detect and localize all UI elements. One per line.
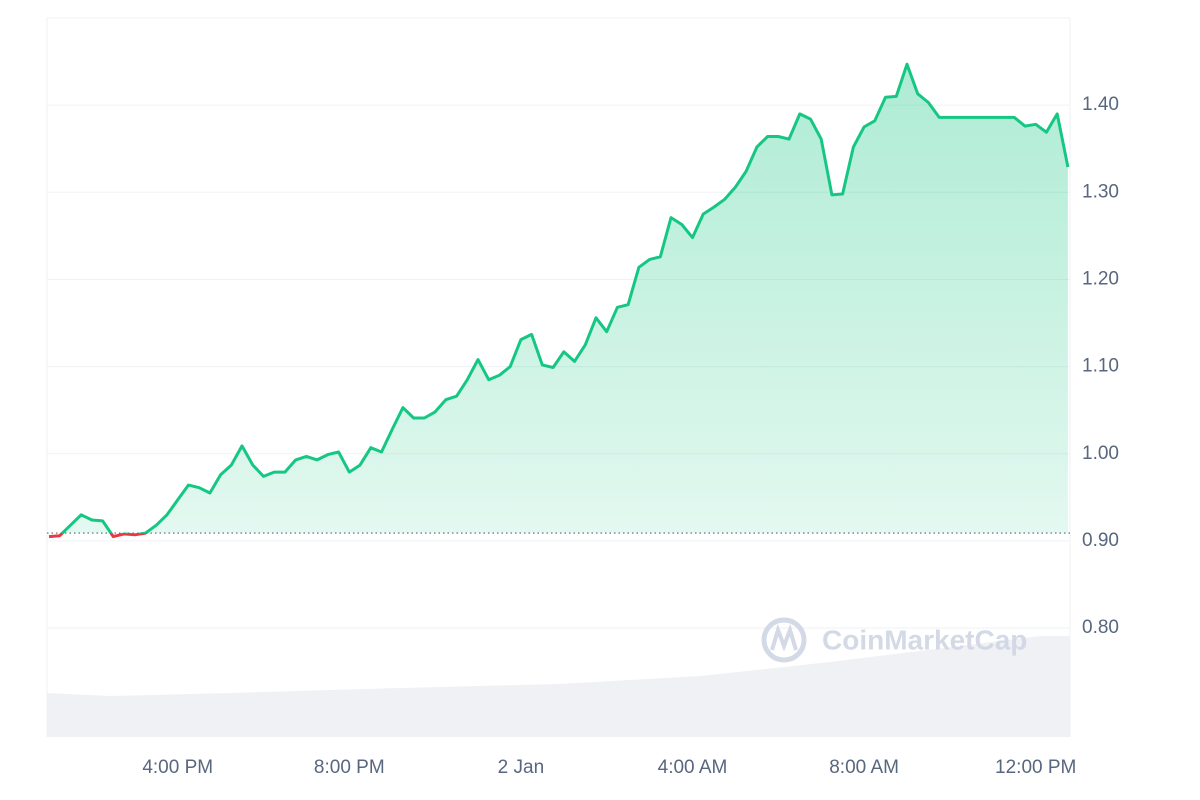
watermark-text: CoinMarketCap [822,624,1027,655]
watermark-logo [770,623,798,652]
y-tick-label: 1.30 [1082,181,1119,202]
x-tick-label: 12:00 PM [995,757,1076,778]
y-tick-label: 0.90 [1082,530,1119,551]
y-tick-label: 1.20 [1082,268,1119,289]
y-tick-label: 1.00 [1082,443,1119,464]
y-tick-label: 1.40 [1082,94,1119,115]
y-tick-label: 0.80 [1082,617,1119,638]
x-tick-label: 4:00 PM [142,757,213,778]
y-tick-label: 1.10 [1082,356,1119,377]
x-tick-label: 4:00 AM [658,757,728,778]
x-tick-label: 2 Jan [498,757,544,778]
price-area [62,64,1068,534]
volume-area [47,636,1070,737]
watermark-logo [761,617,807,663]
watermark: CoinMarketCap [761,617,1027,663]
price-line [60,62,1070,534]
x-tick-label: 8:00 AM [829,757,899,778]
x-tick-label: 8:00 PM [314,757,385,778]
